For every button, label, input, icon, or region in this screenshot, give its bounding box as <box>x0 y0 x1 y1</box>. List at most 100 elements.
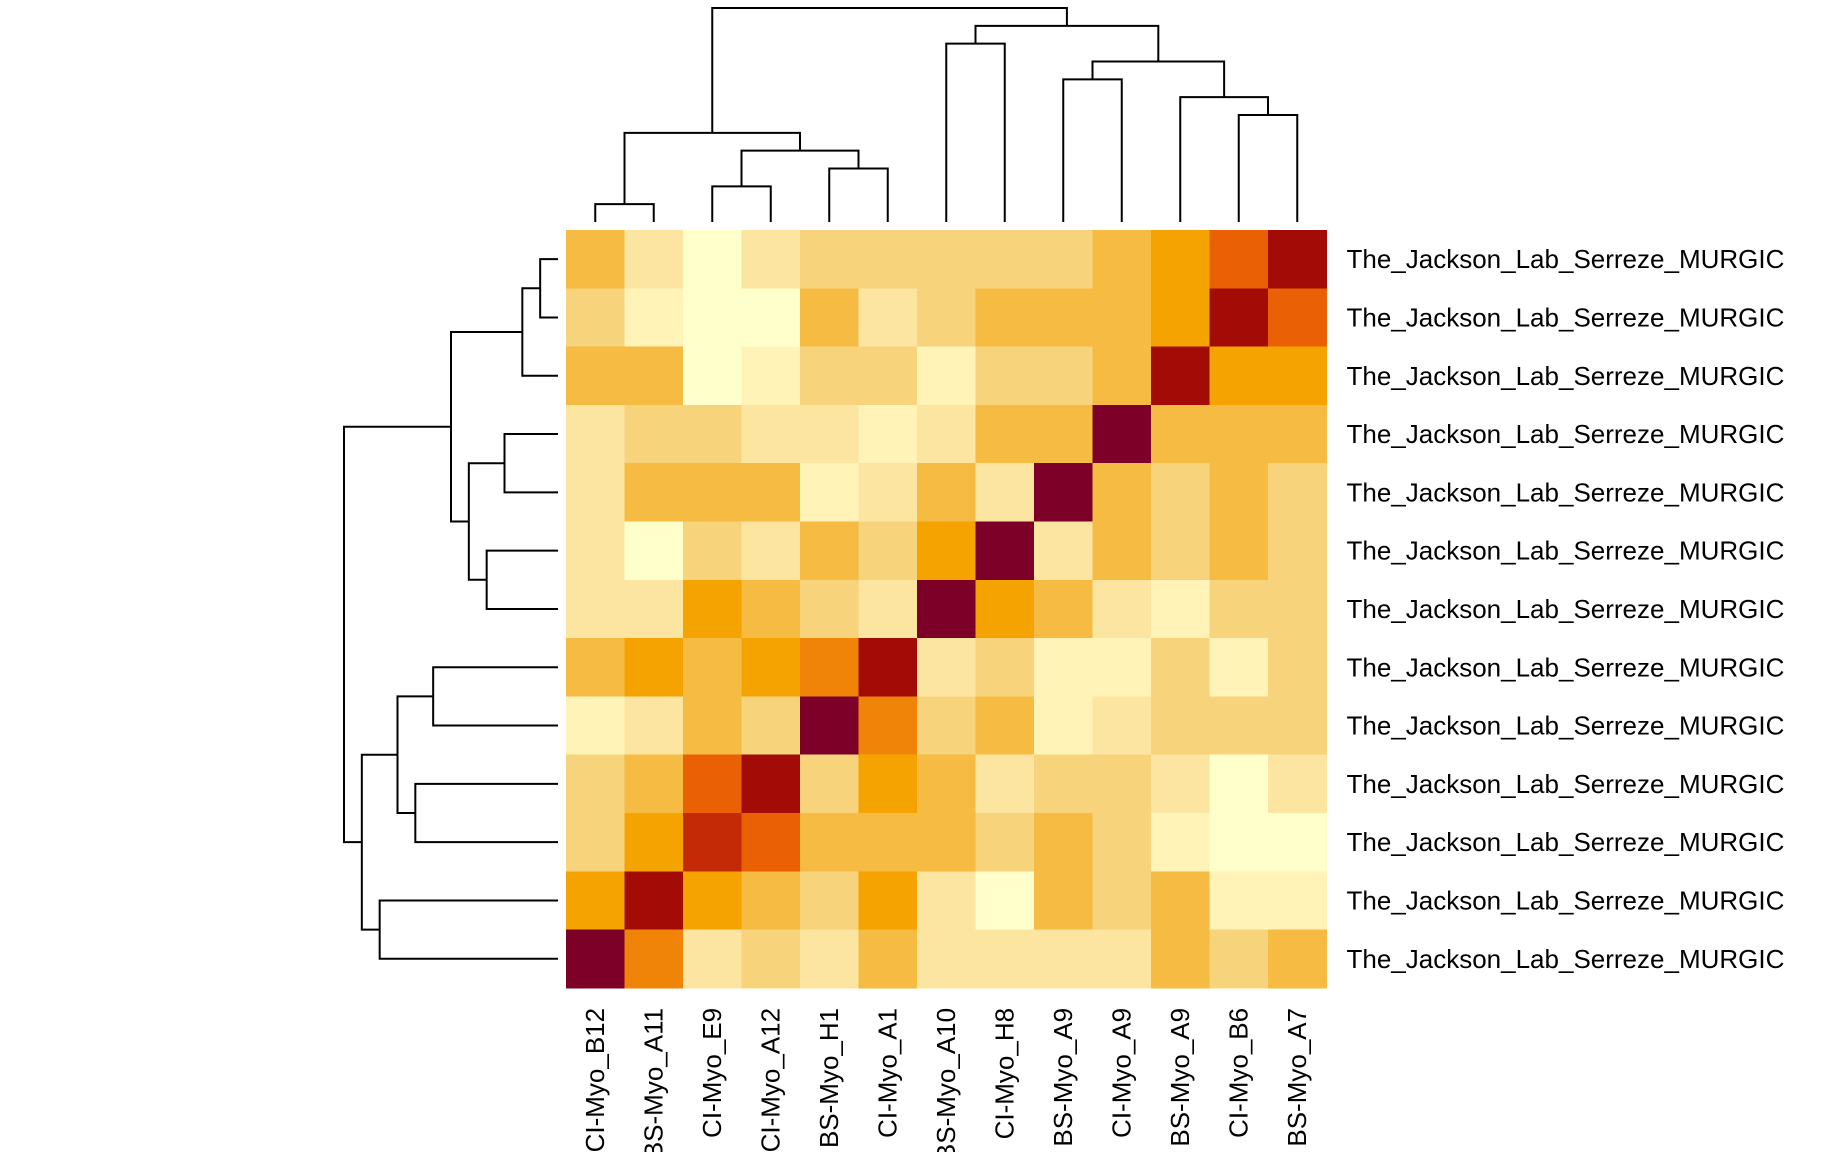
heatmap-cell <box>917 579 977 639</box>
heatmap-cell <box>683 521 743 581</box>
row-label: The_Jackson_Lab_Serreze_MURGIC <box>1347 536 1785 566</box>
heatmap-cell <box>1268 463 1328 523</box>
heatmap-cell <box>741 404 801 464</box>
heatmap-cell <box>1092 346 1152 406</box>
heatmap-cell <box>624 754 684 814</box>
heatmap-cell <box>566 288 626 348</box>
column-dendrogram-branch <box>711 7 1068 133</box>
heatmap-cell <box>1034 871 1094 931</box>
heatmap-cell <box>624 871 684 931</box>
heatmap-cell <box>741 288 801 348</box>
row-dendrogram-branch <box>432 666 558 727</box>
heatmap-cell <box>975 346 1035 406</box>
heatmap-cell <box>800 521 860 581</box>
heatmap-cell <box>917 288 977 348</box>
row-dendrogram <box>343 258 558 960</box>
heatmap-cell <box>624 813 684 872</box>
heatmap-cell <box>858 230 918 289</box>
heatmap-cell <box>1092 696 1152 756</box>
heatmap-cell <box>1034 521 1094 581</box>
heatmap-cell <box>1151 579 1211 639</box>
row-label: The_Jackson_Lab_Serreze_MURGIC <box>1347 827 1785 857</box>
row-label: The_Jackson_Lab_Serreze_MURGIC <box>1347 477 1785 507</box>
heatmap-cell <box>1268 638 1328 697</box>
heatmap-cell <box>975 813 1035 872</box>
heatmap-cell <box>1034 230 1094 289</box>
heatmap-cell <box>1092 638 1152 697</box>
heatmap-cell <box>1034 813 1094 872</box>
heatmap-cell <box>858 696 918 756</box>
heatmap-cell <box>1092 404 1152 464</box>
column-label: BS-Myo_A11 <box>639 1008 669 1152</box>
heatmap-cell <box>683 579 743 639</box>
row-label: The_Jackson_Lab_Serreze_MURGIC <box>1347 361 1785 391</box>
heatmap-cell <box>1092 579 1152 639</box>
heatmap-cell <box>800 463 860 523</box>
heatmap-cell <box>800 638 860 697</box>
heatmap-cell <box>1034 404 1094 464</box>
heatmap-cell <box>683 813 743 872</box>
heatmap-cell <box>1209 638 1269 697</box>
heatmap-cell <box>1092 871 1152 931</box>
heatmap-cell <box>683 463 743 523</box>
heatmap-cell <box>1151 696 1211 756</box>
heatmap-cell <box>683 696 743 756</box>
heatmap-cell <box>858 754 918 814</box>
heatmap-cell <box>1209 346 1269 406</box>
heatmap-cell <box>566 404 626 464</box>
row-label: The_Jackson_Lab_Serreze_MURGIC <box>1347 302 1785 332</box>
heatmap-cell <box>858 463 918 523</box>
heatmap-cell <box>1092 288 1152 348</box>
heatmap-cell <box>1151 288 1211 348</box>
row-label: The_Jackson_Lab_Serreze_MURGIC <box>1347 652 1785 682</box>
heatmap-cell <box>741 346 801 406</box>
heatmap-cell <box>566 579 626 639</box>
column-dendrogram-branch <box>594 203 655 222</box>
heatmap-cell <box>683 929 743 989</box>
heatmap-cell <box>1034 696 1094 756</box>
heatmap-cell <box>800 754 860 814</box>
heatmap-cell <box>800 813 860 872</box>
heatmap-cell <box>1268 230 1328 289</box>
heatmap-cell <box>800 288 860 348</box>
heatmap-cell <box>917 871 977 931</box>
heatmap-cell <box>917 404 977 464</box>
heatmap-cell <box>741 579 801 639</box>
heatmap-cell <box>683 230 743 289</box>
column-label: CI-Myo_E9 <box>697 1008 727 1138</box>
column-label: BS-Myo_A9 <box>1048 1008 1078 1147</box>
heatmap-cell <box>975 871 1035 931</box>
heatmap-cell <box>624 638 684 697</box>
heatmap-cell <box>566 521 626 581</box>
heatmap-cell <box>683 638 743 697</box>
heatmap-cell <box>1209 288 1269 348</box>
row-label: The_Jackson_Lab_Serreze_MURGIC <box>1347 419 1785 449</box>
heatmap-cell <box>917 754 977 814</box>
heatmap-cell <box>1209 754 1269 814</box>
column-dendrogram-branch <box>711 185 772 222</box>
column-label: CI-Myo_A1 <box>873 1008 903 1138</box>
column-label: CI-Myo_A12 <box>756 1008 786 1152</box>
heatmap-cell <box>741 813 801 872</box>
heatmap-cell <box>1151 230 1211 289</box>
row-label: The_Jackson_Lab_Serreze_MURGIC <box>1347 711 1785 741</box>
heatmap-cell <box>1268 521 1328 581</box>
heatmap-cells <box>566 230 1328 989</box>
heatmap-cell <box>858 579 918 639</box>
heatmap-cell <box>1268 696 1328 756</box>
heatmap-cell <box>1034 346 1094 406</box>
heatmap-cell <box>741 638 801 697</box>
heatmap-cell <box>917 521 977 581</box>
heatmap-cell <box>917 230 977 289</box>
heatmap-cell <box>566 463 626 523</box>
heatmap-cell <box>975 929 1035 989</box>
heatmap-cell <box>566 754 626 814</box>
heatmap-cell <box>975 754 1035 814</box>
row-label: The_Jackson_Lab_Serreze_MURGIC <box>1347 769 1785 799</box>
column-dendrogram-branch <box>945 42 1006 222</box>
heatmap-cell <box>1209 813 1269 872</box>
row-label: The_Jackson_Lab_Serreze_MURGIC <box>1347 885 1785 915</box>
heatmap-cell <box>741 463 801 523</box>
heatmap-cell <box>624 929 684 989</box>
heatmap-cell <box>1092 813 1152 872</box>
